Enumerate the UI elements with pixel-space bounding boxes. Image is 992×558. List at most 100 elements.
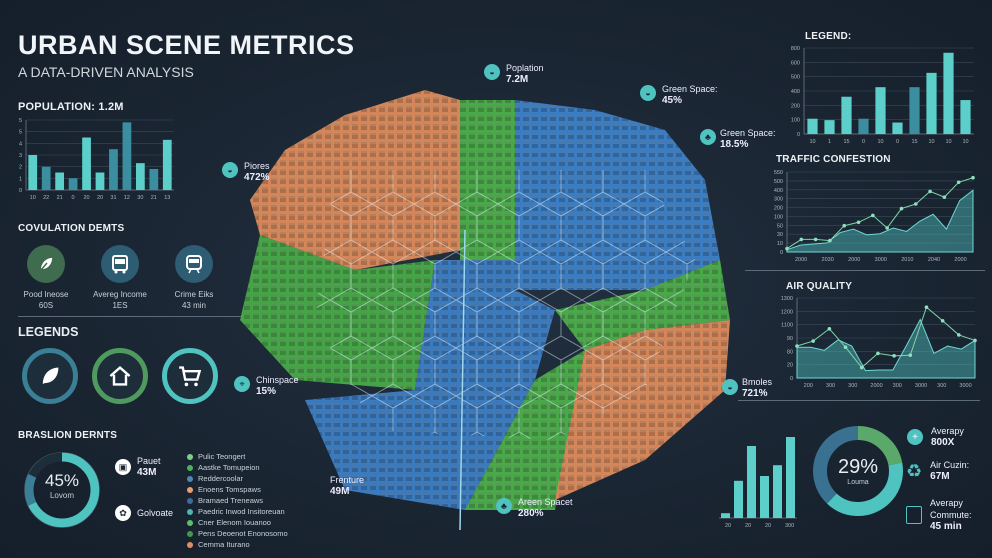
- legend-item: Cner Elenom Iouanoo: [187, 517, 288, 528]
- home-icon: [92, 348, 148, 404]
- legend-label: Cner Elenom Iouanoo: [198, 518, 271, 527]
- stat-value: 67M: [930, 471, 950, 482]
- bar: [41, 166, 51, 190]
- legends-title: LEGENDS: [18, 325, 79, 339]
- bar: [943, 52, 954, 134]
- x-tick-label: 15: [911, 139, 917, 145]
- stat-label: Averapy: [931, 426, 964, 436]
- callout-label: Chinspace: [256, 375, 299, 385]
- demographics-row: Pood Ineose 60S Avereg Income 1ES Crime …: [18, 245, 222, 311]
- legend-item: Aastke Tomupeion: [187, 462, 288, 473]
- tree-icon: ♣: [700, 129, 716, 145]
- legend-swatch: [187, 475, 193, 482]
- donut-value: 45%: [44, 471, 80, 490]
- data-point: [956, 180, 961, 185]
- data-point: [813, 237, 818, 242]
- demo-value: 60S: [38, 301, 54, 310]
- bar: [135, 163, 145, 190]
- y-tick-label: 500: [774, 179, 783, 185]
- bar: [786, 437, 795, 518]
- x-tick-label: 20: [97, 195, 103, 201]
- bar: [926, 72, 937, 134]
- data-point: [908, 353, 913, 358]
- divider: [738, 400, 980, 401]
- data-point: [913, 202, 918, 206]
- data-point: [899, 206, 904, 211]
- breakdown-donut: [24, 452, 100, 528]
- y-tick-label: 550: [774, 170, 783, 176]
- y-tick-label: 5: [19, 118, 22, 124]
- stat-air-cuzin: ♻ Air Cuzin: 67M: [906, 459, 969, 483]
- y-tick-label: 1: [19, 176, 22, 182]
- x-tick-label: 13: [164, 195, 170, 201]
- population-icon: ◒: [484, 64, 500, 80]
- callout-label: Piores: [244, 161, 270, 171]
- x-tick-label: 20: [745, 523, 751, 529]
- leaf-icon: [27, 245, 65, 283]
- bar: [122, 122, 132, 190]
- donut-segment: [24, 452, 100, 528]
- data-point: [885, 226, 889, 230]
- legend-label: Aastke Tomupeion: [198, 463, 260, 472]
- bar: [824, 120, 835, 134]
- y-tick-label: 5: [19, 130, 22, 136]
- y-tick-label: 0: [19, 188, 22, 194]
- leaf-icon: [22, 348, 78, 404]
- spacer: [745, 148, 985, 149]
- y-tick-label: 0: [790, 376, 793, 382]
- bar: [55, 172, 65, 190]
- y-tick-label: 20: [787, 363, 793, 369]
- line-series: [796, 306, 976, 369]
- stat-commute: Averapy Commute: 45 min: [906, 497, 990, 533]
- divider-road: [459, 229, 466, 530]
- cart-icon: [162, 348, 218, 404]
- divider: [745, 270, 985, 271]
- x-tick-label: 300: [893, 383, 902, 389]
- hex-grid-overlay: [315, 170, 695, 440]
- city-map: [240, 90, 730, 530]
- data-point: [971, 175, 975, 180]
- donut-outline: [24, 452, 100, 528]
- callout-value: 721%: [742, 388, 768, 399]
- data-point: [957, 333, 961, 337]
- bar: [858, 118, 869, 134]
- callout-population: ◒ Poplation 7.2M: [484, 62, 544, 86]
- small-bar-chart: 20 20 20 300: [719, 437, 797, 529]
- bar: [109, 149, 118, 190]
- legend-label: Paedric Inwod Insitoreuan: [198, 507, 285, 516]
- callout-bmoles: ◒ Bmoles 721%: [722, 376, 772, 400]
- callout-green-space-2: ♣ Green Space: 18.5%: [700, 127, 776, 151]
- x-tick-label: 10: [928, 139, 934, 145]
- data-point: [828, 238, 832, 243]
- callout-label: Green Space:: [720, 128, 776, 138]
- callout-value: 7.2M: [506, 74, 529, 85]
- bar: [892, 122, 903, 134]
- donut-label: Louma: [847, 479, 869, 486]
- stat-value: 43M: [137, 467, 157, 478]
- legend-label: Cemma Iturano: [198, 540, 250, 549]
- legend-item: Paedric Inwod Insitoreuan: [187, 506, 288, 517]
- traffic-title: TRAFFIC CONFESTION: [776, 154, 891, 165]
- x-tick-label: 3000: [915, 383, 927, 389]
- callout-value: 15%: [256, 386, 277, 397]
- x-tick-label: 10: [962, 139, 968, 145]
- data-point: [785, 246, 789, 251]
- x-tick-label: 3000: [875, 257, 887, 263]
- data-point: [842, 223, 847, 228]
- stat-label: Averapy Commute:: [930, 498, 972, 520]
- legend-chart-title: LEGEND:: [805, 31, 852, 42]
- y-tick-label: 100: [791, 118, 800, 124]
- data-point: [827, 326, 832, 331]
- legend-swatch: [187, 519, 193, 526]
- x-tick-label: 21: [151, 195, 157, 201]
- y-tick-label: 1100: [781, 323, 793, 329]
- x-tick-label: 2000: [848, 257, 860, 263]
- demo-value: 43 min: [181, 301, 206, 310]
- air-quality-title: AIR QUALITY: [786, 281, 853, 292]
- bus-icon: [906, 506, 922, 524]
- x-tick-label: 10: [877, 139, 883, 145]
- area-series: [796, 318, 976, 379]
- x-tick-label: 10: [809, 139, 815, 145]
- demo-label: Pood Ineose: [23, 290, 69, 299]
